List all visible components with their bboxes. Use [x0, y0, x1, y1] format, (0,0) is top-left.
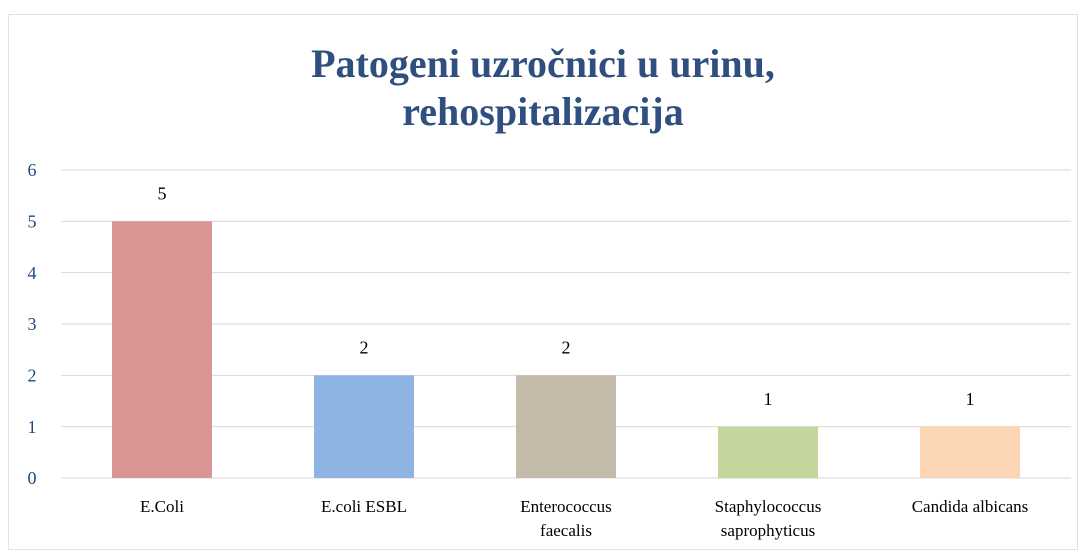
- data-label: 1: [764, 389, 773, 409]
- y-tick-label: 1: [28, 417, 37, 437]
- chart-title: Patogeni uzročnici u urinu, rehospitaliz…: [311, 41, 775, 134]
- y-tick-label: 3: [28, 314, 37, 334]
- y-tick-label: 0: [28, 468, 37, 488]
- chart-frame: [8, 14, 1078, 550]
- bar: [718, 426, 818, 478]
- bar: [314, 375, 414, 478]
- data-label: 5: [158, 183, 167, 203]
- data-label: 2: [562, 337, 571, 357]
- y-tick-label: 4: [28, 263, 37, 283]
- x-tick-label: Candida albicans: [912, 497, 1029, 516]
- data-label: 2: [360, 337, 369, 357]
- y-tick-label: 2: [28, 365, 37, 385]
- y-tick-label: 5: [28, 211, 37, 231]
- x-tick-label: Staphylococcus saprophyticus: [715, 497, 822, 540]
- y-tick-label: 6: [28, 160, 37, 180]
- x-tick-label: E.coli ESBL: [321, 497, 407, 516]
- x-tick-label: E.Coli: [140, 497, 184, 516]
- x-tick-label: Enterococcus faecalis: [520, 497, 612, 540]
- data-label: 1: [966, 389, 975, 409]
- bar: [920, 426, 1020, 478]
- bar: [516, 375, 616, 478]
- bar: [112, 221, 212, 479]
